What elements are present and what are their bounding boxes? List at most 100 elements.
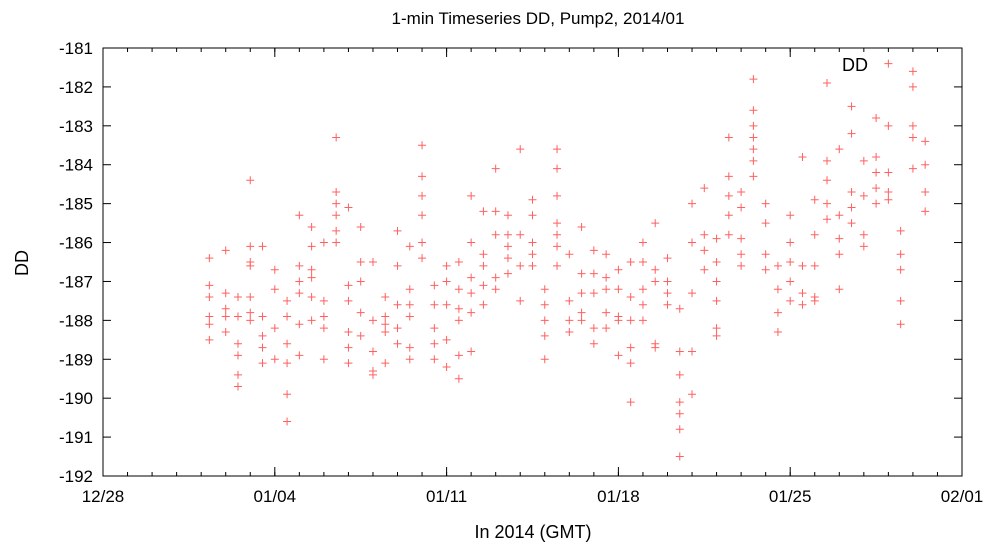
data-point [761,199,770,208]
data-point [307,273,316,282]
data-point [246,261,255,270]
data-point [540,316,549,325]
data-point [749,75,758,84]
data-point [233,370,242,379]
data-point [847,203,856,212]
data-point [553,230,562,239]
y-axis: -181 -182 -183 -184 -185 -186 -187 -188 -189 -190… [59,39,962,486]
x-tick-label: 01/25 [769,487,812,506]
data-point [528,261,537,270]
data-point [724,211,733,220]
data-point [823,215,832,224]
data-point [835,285,844,294]
data-point [712,296,721,305]
data-point [368,258,377,266]
data-point [675,409,684,418]
y-axis-label: DD [12,250,32,276]
data-point [675,425,684,434]
data-point [577,308,586,317]
data-point [859,230,868,239]
data-point [246,308,255,317]
data-point [503,211,512,220]
data-point [528,250,537,259]
data-point [283,359,292,368]
data-point [859,191,868,200]
data-point [675,398,684,407]
data-point [553,191,562,200]
data-point [553,145,562,154]
data-point [577,316,586,325]
data-point [516,230,525,239]
data-point [749,106,758,115]
data-point [454,258,463,266]
data-point [381,320,390,329]
x-tick-label: 01/04 [254,487,297,506]
data-point [786,296,795,305]
data-point [773,308,782,317]
data-point [405,343,414,352]
data-point [847,129,856,138]
data-point [258,312,267,321]
data-point [663,254,672,263]
data-point [430,339,439,348]
data-point [859,156,868,165]
data-point [332,226,341,235]
data-point [638,258,647,266]
data-point [589,339,598,348]
data-point [270,355,279,364]
data-point [430,355,439,364]
data-point [205,335,214,344]
data-point [614,285,623,294]
data-point [626,398,635,407]
data-point [540,300,549,309]
data-point [589,269,598,278]
y-tick-label: -191 [59,428,93,447]
data-point [602,273,611,282]
data-point [233,293,242,302]
data-point [908,133,917,142]
data-point [737,261,746,270]
data-point [810,195,819,204]
data-point [368,370,377,379]
data-point [221,246,230,255]
data-point [491,230,500,239]
data-point [835,145,844,154]
data-point [626,343,635,352]
data-point [454,316,463,325]
data-point [724,172,733,181]
data-point [283,296,292,305]
data-point [454,374,463,383]
data-point [479,261,488,270]
data-point [749,121,758,130]
data-point [393,300,402,309]
data-point [798,152,807,161]
data-point [258,242,267,251]
data-point [381,328,390,337]
data-point [712,234,721,243]
data-point [221,304,230,313]
data-point [847,102,856,111]
data-point [638,238,647,247]
data-point [688,390,697,399]
data-point [479,300,488,309]
data-point [626,359,635,368]
data-point [908,121,917,130]
data-point [810,261,819,270]
data-point [773,328,782,337]
data-point [430,324,439,333]
data-point [393,226,402,235]
data-point [638,316,647,325]
data-point [221,312,230,321]
y-tick-label: -185 [59,195,93,214]
data-point [724,230,733,239]
data-point [700,230,709,239]
data-point [467,238,476,247]
data-point [565,296,574,305]
data-point [565,328,574,337]
data-point [516,296,525,305]
data-point [602,308,611,317]
data-point [823,199,832,208]
data-point [246,293,255,302]
data-point [233,312,242,321]
